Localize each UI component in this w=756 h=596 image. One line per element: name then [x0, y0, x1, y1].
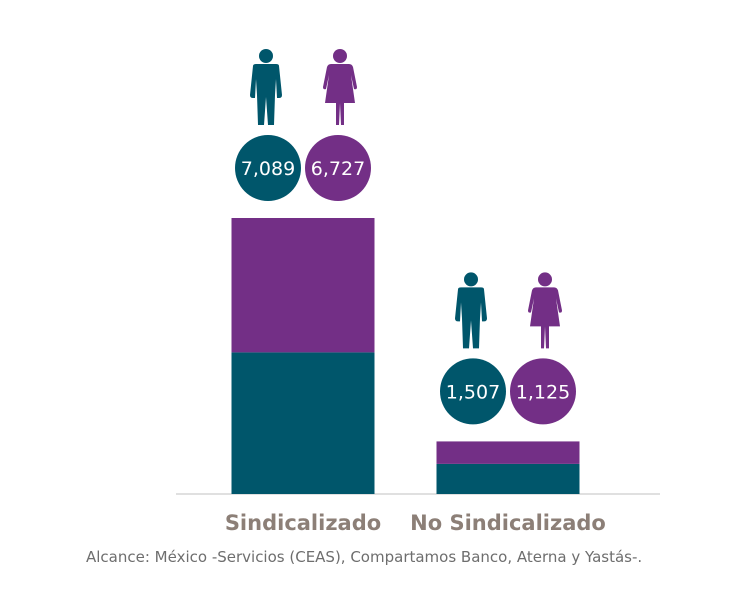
value-circle-1-1: [510, 358, 576, 425]
man-icon: [455, 272, 487, 349]
man-icon: [250, 49, 282, 125]
bar-1-0: [436, 463, 580, 494]
category-label-0: Sindicalizado: [225, 511, 381, 535]
data-label-0-0: 7,089: [241, 158, 295, 180]
footnote: Alcance: México -Servicios (CEAS), Compa…: [86, 548, 643, 566]
bar-0-0: [231, 352, 375, 494]
bar-1-1: [436, 441, 580, 464]
woman-icon: [323, 49, 357, 125]
value-circle-0-0: [235, 135, 301, 201]
value-circle-1-0: [440, 358, 506, 425]
category-label-1: No Sindicalizado: [410, 511, 606, 535]
bar-0-1: [231, 218, 375, 353]
data-label-1-1: 1,125: [516, 381, 570, 403]
data-label-0-1: 6,727: [311, 158, 365, 180]
value-circle-0-1: [305, 135, 371, 201]
data-label-1-0: 1,507: [446, 381, 500, 403]
woman-icon: [528, 272, 562, 349]
